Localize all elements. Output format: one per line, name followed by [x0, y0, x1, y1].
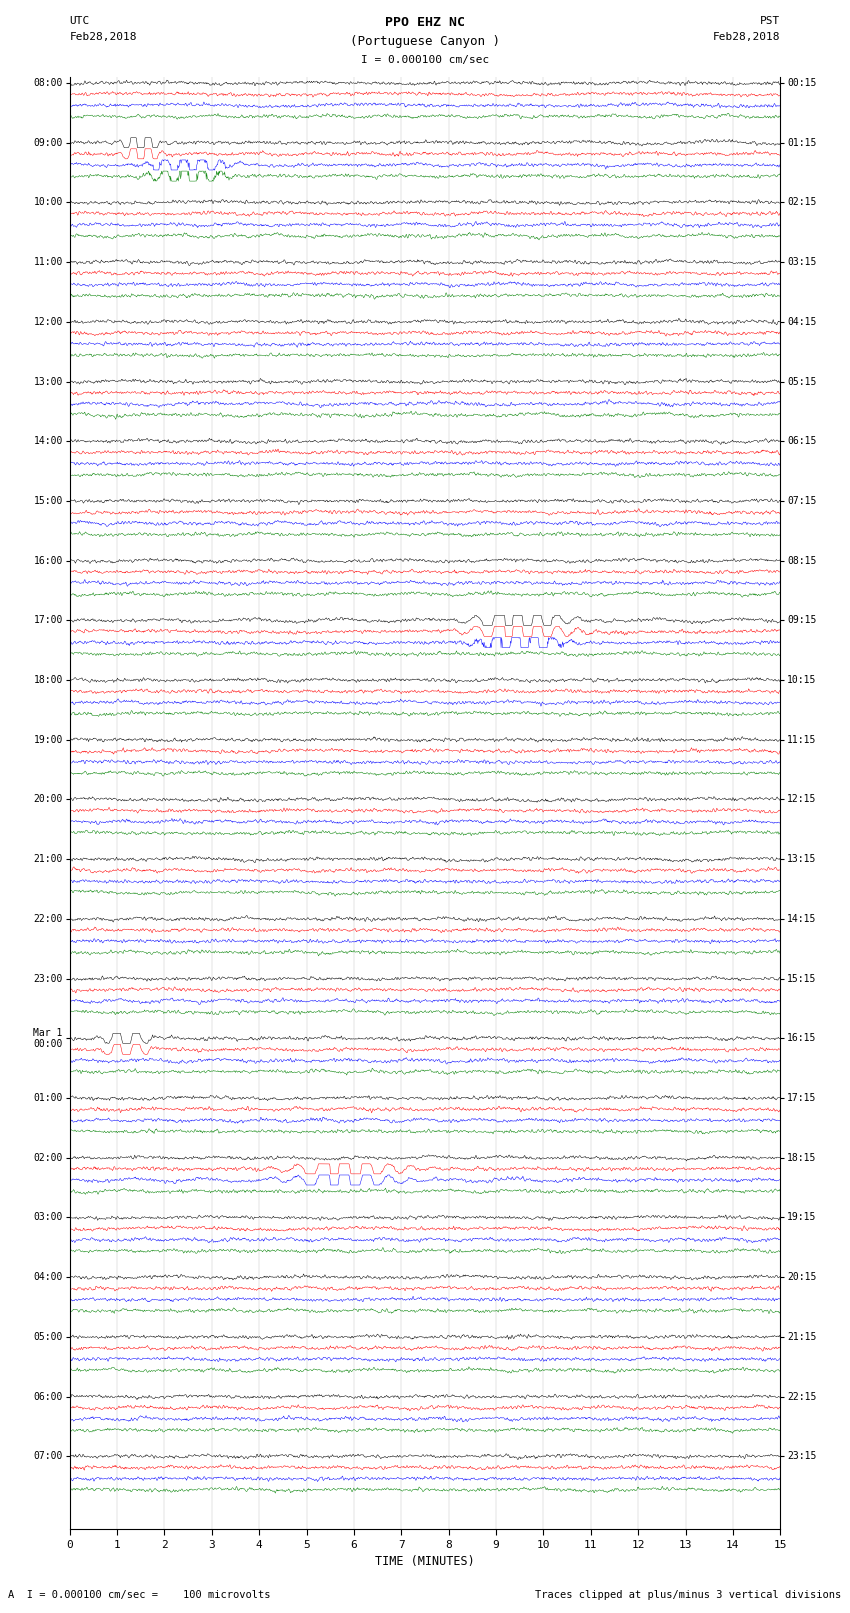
Text: UTC: UTC — [70, 16, 90, 26]
Text: Feb28,2018: Feb28,2018 — [713, 32, 780, 42]
X-axis label: TIME (MINUTES): TIME (MINUTES) — [375, 1555, 475, 1568]
Text: A  I = 0.000100 cm/sec =    100 microvolts: A I = 0.000100 cm/sec = 100 microvolts — [8, 1590, 271, 1600]
Text: PPO EHZ NC: PPO EHZ NC — [385, 16, 465, 29]
Text: Traces clipped at plus/minus 3 vertical divisions: Traces clipped at plus/minus 3 vertical … — [536, 1590, 842, 1600]
Text: Feb28,2018: Feb28,2018 — [70, 32, 137, 42]
Text: (Portuguese Canyon ): (Portuguese Canyon ) — [350, 35, 500, 48]
Text: I = 0.000100 cm/sec: I = 0.000100 cm/sec — [361, 55, 489, 65]
Text: PST: PST — [760, 16, 780, 26]
